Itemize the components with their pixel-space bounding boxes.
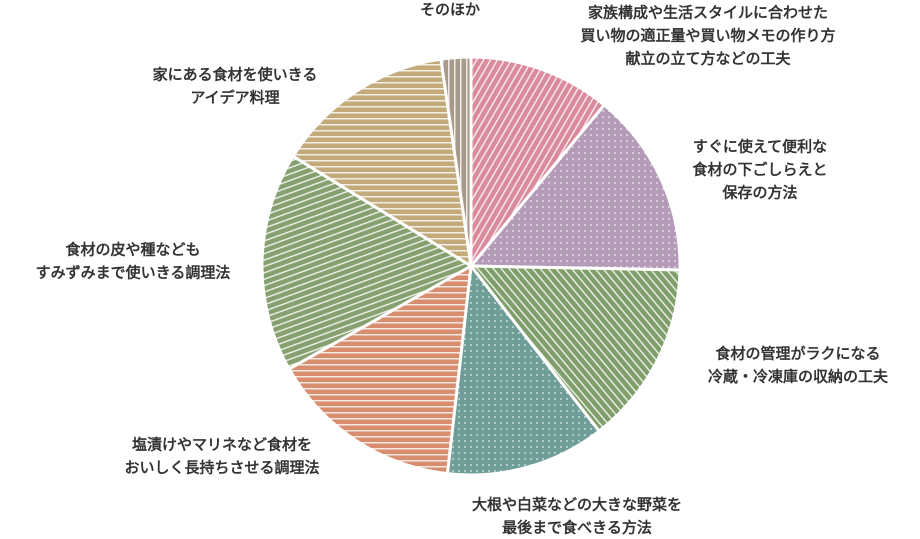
slice-label: 献立の立て方などの工夫: [625, 50, 791, 68]
pie-slice: [469, 55, 607, 271]
slice-label: すみずみまで使いきる調理法: [36, 264, 231, 282]
slice-label: アイデア料理: [190, 89, 279, 107]
pie-slice: [291, 57, 473, 269]
slice-label: 最後まで食べきる方法: [502, 519, 652, 537]
slice-label: 塩漬けやマリネなど食材を: [132, 436, 312, 454]
slice-label: 買い物の適正量や買い物メモの作り方: [580, 27, 835, 45]
slice-label: おいしく長持ちさせる調理法: [124, 459, 319, 477]
pie-slice: [445, 262, 602, 477]
pie-slice: [467, 102, 682, 272]
slice-label: そのほか: [420, 1, 480, 19]
slice-label: 食材の下ごしらえと: [692, 161, 827, 179]
slice-label: 家にある食材を使いきる: [153, 66, 318, 84]
pie-slice: [287, 263, 473, 476]
slice-label: 食材の皮や種なども: [65, 241, 200, 259]
slice-label: すぐに使えて便利な: [693, 138, 827, 156]
pie-slice: [467, 264, 682, 434]
slice-label: 保存の方法: [721, 184, 797, 202]
slice-label: 食材の管理がラクになる: [715, 345, 880, 363]
slice-label: 大根や白菜などの大きな野菜を: [472, 496, 682, 514]
slice-label: 冷蔵・冷凍庫の収納の工夫: [708, 368, 889, 386]
slice-label: 家族構成や生活スタイルに合わせた: [588, 4, 828, 22]
pie-slice: [439, 55, 473, 267]
pie-slice: [260, 154, 474, 372]
